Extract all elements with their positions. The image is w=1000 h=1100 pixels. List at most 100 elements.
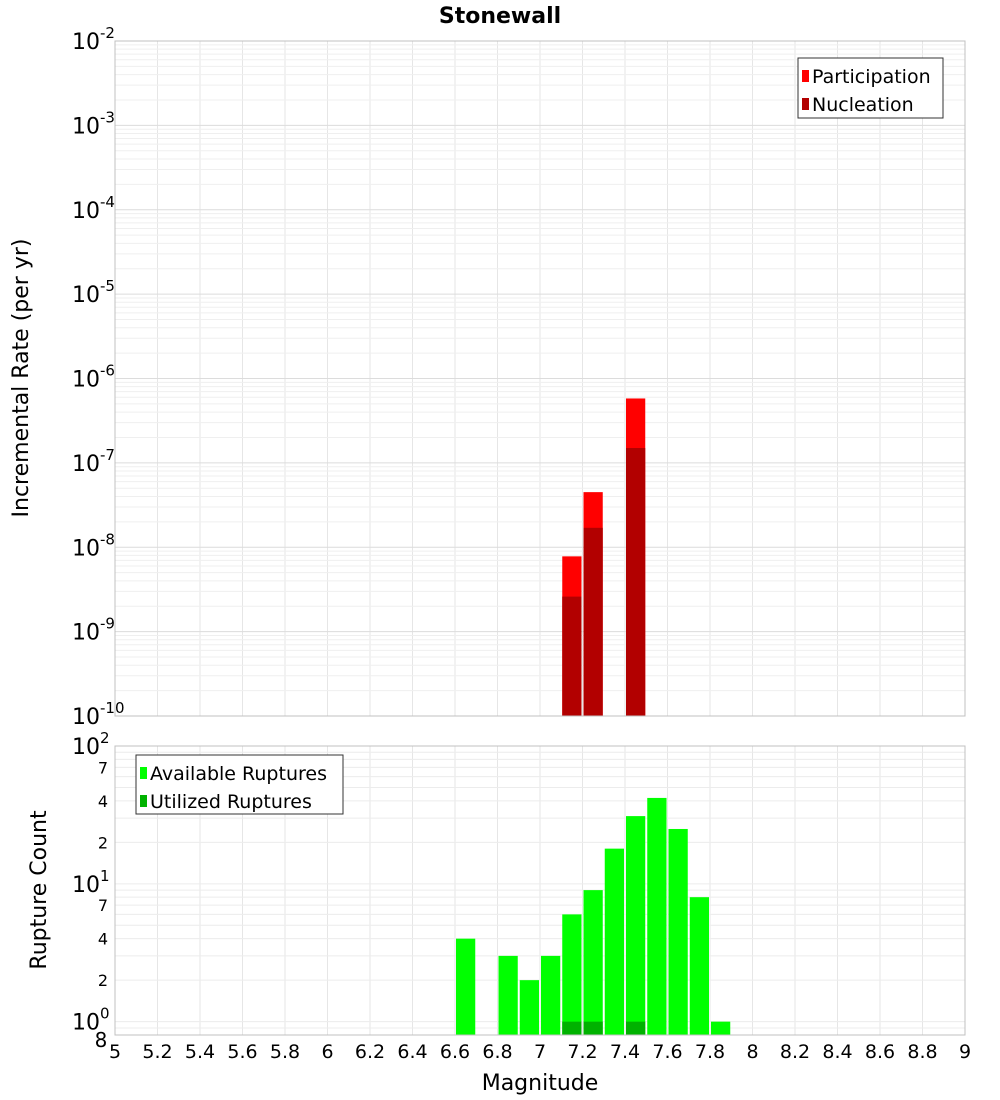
- legend-swatch: [802, 98, 809, 110]
- y-tick-base: 10: [72, 452, 100, 477]
- x-tick-label: 8.4: [822, 1041, 852, 1063]
- y-tick-base: 10: [72, 30, 100, 55]
- top-y-axis-label: Incremental Rate (per yr): [9, 239, 34, 518]
- chart-title: Stonewall: [439, 4, 561, 29]
- x-tick-label: 7.8: [695, 1041, 725, 1063]
- bottom-y-minor-tick-label: 2: [98, 971, 108, 990]
- bottom-plot-border: [114, 745, 966, 1036]
- x-tick-label: 6.4: [397, 1041, 427, 1063]
- available-ruptures-bar: [583, 890, 603, 1035]
- x-tick-label: 5: [109, 1041, 121, 1063]
- top-grid: [114, 41, 966, 717]
- x-axis-label: Magnitude: [482, 1071, 599, 1096]
- top-y-tick-label: 10-6: [72, 362, 115, 393]
- x-tick-label: 8.8: [907, 1041, 937, 1063]
- available-ruptures-bar: [498, 955, 518, 1035]
- x-tick-label: 8.2: [780, 1041, 810, 1063]
- y-tick-exponent: -9: [100, 615, 115, 633]
- available-ruptures-bar: [519, 980, 539, 1035]
- y-tick-base: 10: [72, 283, 100, 308]
- y-tick-exponent: -2: [100, 24, 115, 42]
- x-tick-label: 7.2: [567, 1041, 597, 1063]
- y-tick-exponent: 2: [100, 729, 110, 747]
- legend-swatch: [140, 767, 147, 779]
- bottom-y-minor-tick-label: 8: [95, 1028, 108, 1052]
- nucleation-bar: [626, 448, 646, 716]
- top-y-tick-labels: 10-210-310-410-510-610-710-810-910-10: [72, 24, 125, 730]
- available-ruptures-bar: [689, 897, 709, 1035]
- y-tick-exponent: -3: [100, 108, 115, 126]
- x-tick-label: 5.8: [270, 1041, 300, 1063]
- x-tick-label: 6.6: [440, 1041, 470, 1063]
- top-y-tick-label: 10-10: [72, 699, 125, 730]
- y-tick-base: 10: [72, 199, 100, 224]
- y-tick-base: 10: [72, 873, 100, 898]
- available-ruptures-bar: [647, 797, 667, 1035]
- bottom-y-minor-tick-label: 4: [98, 792, 108, 811]
- available-ruptures-bar: [668, 828, 688, 1035]
- available-ruptures-bar: [541, 955, 561, 1035]
- nucleation-bar: [562, 596, 582, 716]
- legend-label: Available Ruptures: [150, 763, 327, 785]
- legend-swatch: [140, 795, 147, 807]
- legend-label: Nucleation: [812, 94, 914, 116]
- y-tick-exponent: -4: [100, 193, 115, 211]
- bottom-y-minor-tick-label: 7: [98, 758, 108, 777]
- y-tick-exponent: -8: [100, 530, 115, 548]
- utilized-ruptures-bar: [562, 1021, 582, 1035]
- y-tick-base: 10: [72, 536, 100, 561]
- top-y-tick-label: 10-4: [72, 193, 115, 224]
- legend-label: Participation: [812, 66, 931, 88]
- x-tick-label: 7: [534, 1041, 546, 1063]
- bottom-y-major-tick-label: 100: [72, 1005, 110, 1036]
- top-y-tick-label: 10-2: [72, 24, 115, 55]
- y-tick-base: 10: [72, 621, 100, 646]
- x-tick-label: 5.2: [142, 1041, 172, 1063]
- top-legend: Participation Nucleation: [797, 57, 944, 119]
- available-ruptures-bar: [562, 914, 582, 1035]
- top-y-tick-label: 10-5: [72, 277, 115, 308]
- x-tick-label: 8.6: [865, 1041, 895, 1063]
- bottom-y-minor-tick-label: 4: [98, 930, 108, 949]
- bottom-y-minor-tick-label: 2: [98, 833, 108, 852]
- legend-box: [135, 754, 344, 815]
- bottom-y-axis-label: Rupture Count: [27, 810, 52, 970]
- top-y-tick-label: 10-9: [72, 615, 115, 646]
- available-ruptures-bar: [456, 938, 476, 1035]
- incremental-rate-panel: 10-210-310-410-510-610-710-810-910-10 In…: [9, 24, 966, 730]
- bottom-y-major-tick-label: 101: [72, 867, 110, 898]
- x-tick-label: 6.8: [482, 1041, 512, 1063]
- y-tick-base: 10: [72, 114, 100, 139]
- legend-label: Utilized Ruptures: [150, 791, 312, 813]
- available-ruptures-bar: [626, 816, 646, 1035]
- y-tick-exponent: -5: [100, 277, 115, 295]
- x-tick-label: 6: [321, 1041, 333, 1063]
- utilized-ruptures-bar: [626, 1021, 646, 1035]
- x-tick-label: 6.2: [355, 1041, 385, 1063]
- utilized-ruptures-bar: [583, 1021, 603, 1035]
- bottom-y-minor-tick-label: 7: [98, 896, 108, 915]
- top-y-tick-label: 10-8: [72, 530, 115, 561]
- top-plot-border: [114, 40, 966, 717]
- x-tick-label: 7.4: [610, 1041, 640, 1063]
- y-tick-exponent: -6: [100, 362, 115, 380]
- y-tick-base: 10: [72, 368, 100, 393]
- x-tick-label: 8: [746, 1041, 758, 1063]
- y-tick-exponent: -10: [100, 699, 125, 717]
- legend-swatch: [802, 70, 809, 82]
- x-tick-label: 7.6: [652, 1041, 682, 1063]
- y-tick-exponent: 0: [100, 1005, 110, 1023]
- y-tick-exponent: -7: [100, 446, 115, 464]
- y-tick-exponent: 1: [100, 867, 110, 885]
- x-tick-label: 9: [959, 1041, 971, 1063]
- nucleation-bar: [583, 527, 603, 716]
- top-y-tick-label: 10-7: [72, 446, 115, 477]
- y-tick-base: 10: [72, 705, 100, 730]
- y-tick-base: 10: [72, 735, 100, 760]
- available-ruptures-bar: [711, 1021, 731, 1035]
- bottom-y-major-tick-label: 102: [72, 729, 110, 760]
- top-y-tick-label: 10-3: [72, 108, 115, 139]
- legend-box: [797, 57, 944, 119]
